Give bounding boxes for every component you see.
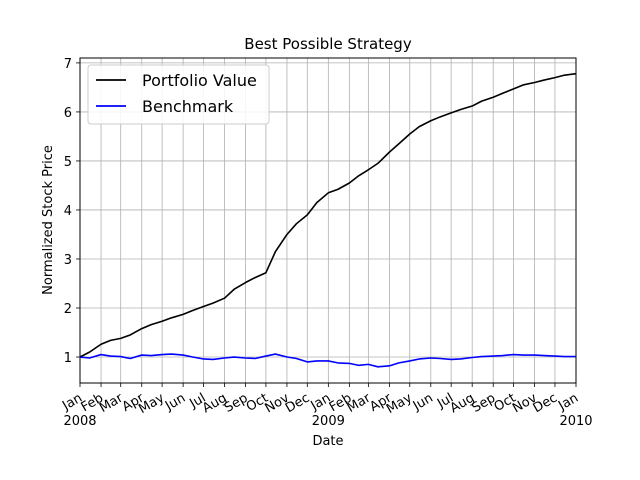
- x-tick-label: Jul: [187, 391, 209, 412]
- y-tick-label: 3: [64, 253, 72, 268]
- y-tick-label: 1: [64, 351, 72, 366]
- legend-label-benchmark: Benchmark: [142, 97, 234, 116]
- series-layer: [79, 72, 577, 368]
- y-axis-label: Normalized Stock Price: [41, 145, 56, 295]
- chart-title: Best Possible Strategy: [244, 35, 412, 53]
- y-tick-label: 5: [64, 155, 72, 170]
- legend-label-portfolio: Portfolio Value: [142, 71, 257, 90]
- y-tick-label: 6: [64, 106, 72, 121]
- y-tick-label: 7: [64, 57, 72, 72]
- legend-box: [87, 64, 270, 125]
- x-tick-year-label: 2008: [63, 414, 96, 429]
- y-tick-label: 4: [64, 204, 72, 219]
- y-tick-label: 2: [64, 302, 72, 317]
- series-line-portfolio-value: [79, 72, 577, 358]
- x-tick-year-label: 2010: [559, 414, 592, 429]
- legend: Portfolio Value Benchmark: [87, 64, 270, 125]
- x-tick-label: Jul: [434, 391, 456, 412]
- x-tick-year-label: 2009: [312, 414, 345, 429]
- series-line-benchmark: [79, 353, 576, 368]
- x-axis-label: Date: [312, 434, 343, 449]
- y-axis: 1 2 3 4 5 6 7: [64, 57, 80, 366]
